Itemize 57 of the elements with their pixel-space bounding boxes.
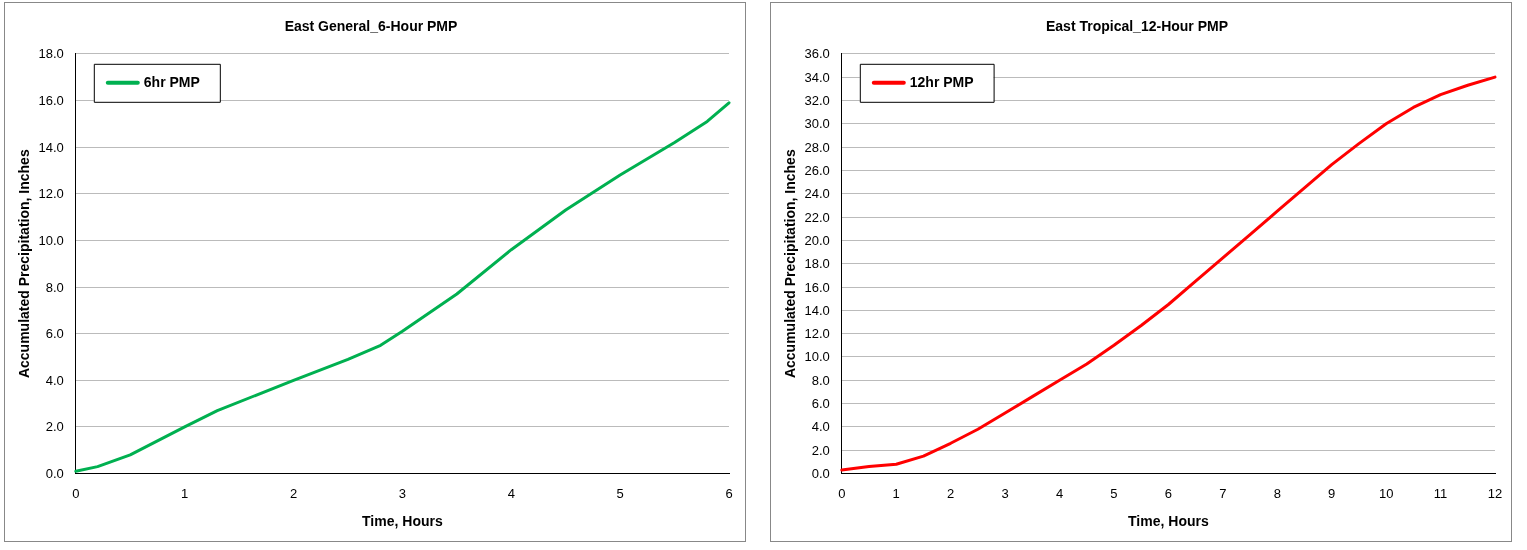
x-tick-label: 6 <box>1164 485 1173 501</box>
y-tick-label: 16.0 <box>804 279 830 295</box>
x-tick-label: 2 <box>947 485 955 501</box>
y-tick-label: 8.0 <box>811 372 830 388</box>
y-tick-label: 22.0 <box>804 209 830 225</box>
y-tick-label: 10.0 <box>804 349 830 365</box>
x-tick-label: 2 <box>289 485 298 501</box>
x-tick-label: 3 <box>1001 485 1009 501</box>
y-tick-label: 32.0 <box>804 92 830 108</box>
y-tick-label: 28.0 <box>804 139 830 155</box>
x-tick-label: 1 <box>181 485 189 501</box>
y-tick-label: 20.0 <box>804 232 830 248</box>
y-tick-label: 30.0 <box>804 116 830 132</box>
chart-title: East Tropical_12-Hour PMP <box>1045 18 1229 35</box>
y-tick-label: 2.0 <box>45 419 64 435</box>
y-tick-label: 4.0 <box>811 419 830 435</box>
chart-title: East General_6-Hour PMP <box>284 18 458 35</box>
y-tick-label: 10.0 <box>38 232 64 248</box>
y-tick-label: 0.0 <box>811 466 830 482</box>
y-tick-label: 8.0 <box>45 279 64 295</box>
y-tick-label: 6.0 <box>45 326 64 342</box>
y-tick-label: 12.0 <box>38 186 64 202</box>
y-tick-label: 2.0 <box>811 442 830 458</box>
x-tick-label: 1 <box>892 485 900 501</box>
x-tick-label: 12 <box>1487 485 1503 501</box>
x-tick-label: 9 <box>1328 485 1336 501</box>
y-tick-label: 14.0 <box>804 302 830 318</box>
y-tick-label: 0.0 <box>45 466 64 482</box>
y-tick-label: 6.0 <box>811 396 830 412</box>
y-tick-label: 4.0 <box>45 372 64 388</box>
y-tick-label: 18.0 <box>38 46 64 62</box>
x-tick-label: 0 <box>838 485 846 501</box>
legend-label: 6hr PMP <box>143 73 200 90</box>
x-tick-label: 8 <box>1273 485 1281 501</box>
y-tick-label: 16.0 <box>38 92 64 108</box>
y-tick-label: 36.0 <box>804 46 830 62</box>
y-tick-label: 12.0 <box>804 326 830 342</box>
x-tick-label: 3 <box>398 485 407 501</box>
x-tick-label: 0 <box>72 485 80 501</box>
x-tick-label: 10 <box>1378 485 1394 501</box>
x-axis-title: Time, Hours <box>1128 513 1209 530</box>
y-axis-title: Accumulated Precipitation, Inches <box>782 149 799 379</box>
x-tick-label: 5 <box>1110 485 1118 501</box>
legend-label: 12hr PMP <box>909 73 974 90</box>
x-axis-title: Time, Hours <box>362 513 443 530</box>
x-tick-label: 5 <box>616 485 624 501</box>
x-tick-label: 4 <box>507 485 515 501</box>
x-tick-label: 4 <box>1055 485 1064 501</box>
x-tick-label: 7 <box>1219 485 1227 501</box>
y-tick-label: 18.0 <box>804 256 830 272</box>
y-tick-label: 24.0 <box>804 186 830 202</box>
x-tick-label: 6 <box>725 485 733 501</box>
y-tick-label: 26.0 <box>804 162 830 178</box>
y-axis-title: Accumulated Precipitation, Inches <box>16 149 33 379</box>
x-tick-label: 11 <box>1433 485 1448 501</box>
y-tick-label: 34.0 <box>804 69 830 85</box>
y-tick-label: 14.0 <box>38 139 64 155</box>
